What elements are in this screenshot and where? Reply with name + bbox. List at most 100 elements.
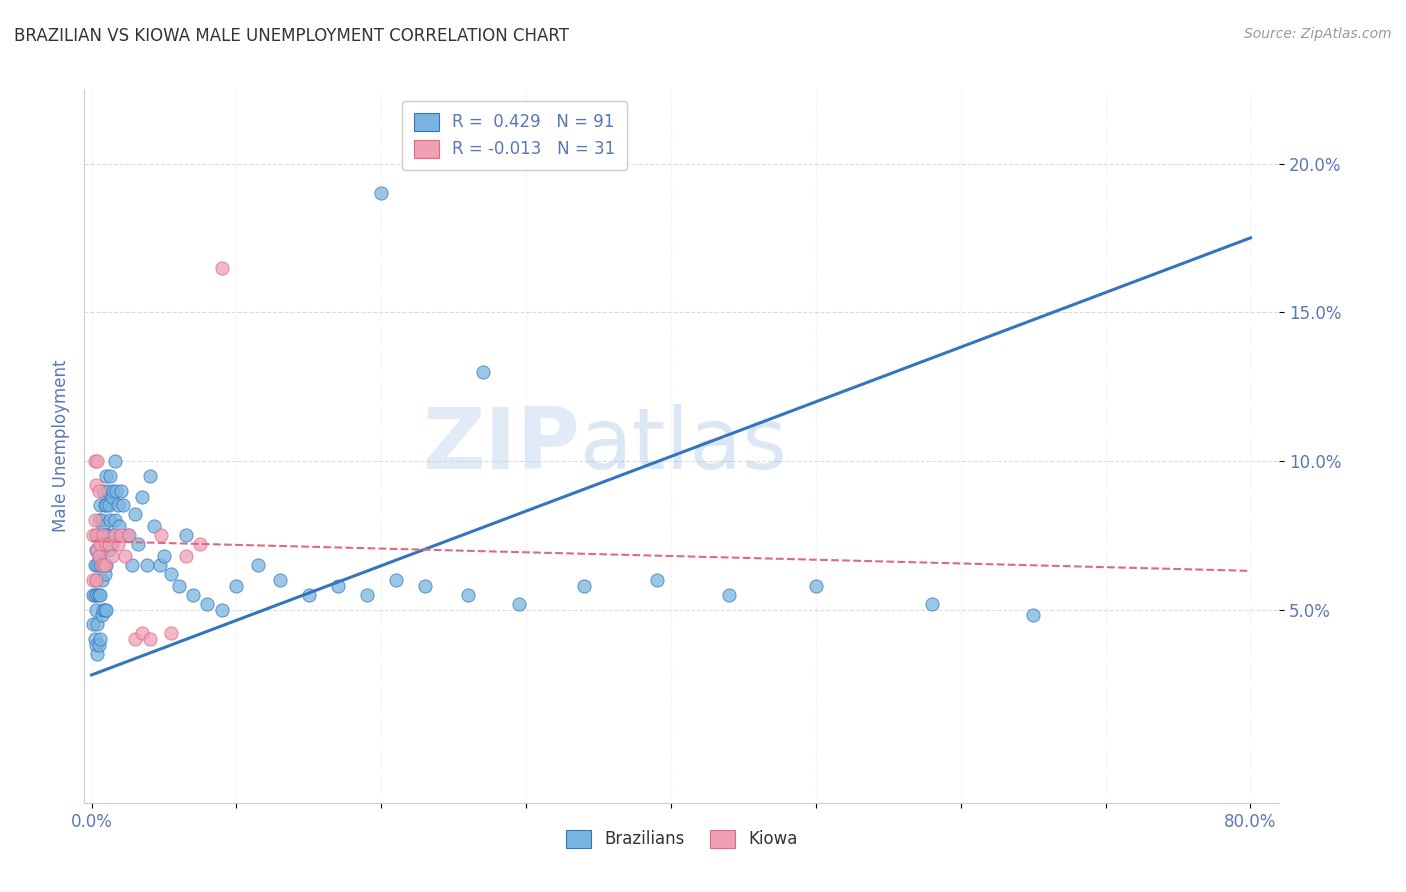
Point bbox=[87, 513, 110, 527]
Point bbox=[90, 608, 112, 623]
Legend: Brazilians, Kiowa: Brazilians, Kiowa bbox=[560, 823, 804, 855]
Point bbox=[91, 483, 114, 498]
Point bbox=[94, 499, 117, 513]
Point bbox=[118, 528, 141, 542]
Point bbox=[94, 537, 117, 551]
Point bbox=[117, 528, 139, 542]
Point bbox=[89, 528, 111, 542]
Point bbox=[83, 558, 105, 572]
Point bbox=[149, 558, 172, 572]
Point bbox=[160, 626, 183, 640]
Point bbox=[90, 573, 112, 587]
Point bbox=[98, 499, 121, 513]
Point bbox=[457, 588, 479, 602]
Point bbox=[104, 454, 127, 468]
Point bbox=[83, 588, 105, 602]
Point bbox=[89, 588, 111, 602]
Point bbox=[91, 528, 114, 542]
Point bbox=[89, 537, 111, 551]
Point bbox=[385, 573, 408, 587]
Point bbox=[87, 549, 110, 563]
Point bbox=[131, 626, 153, 640]
Point bbox=[86, 558, 108, 572]
Y-axis label: Male Unemployment: Male Unemployment bbox=[52, 359, 70, 533]
Point bbox=[87, 483, 110, 498]
Point bbox=[124, 508, 146, 522]
Point bbox=[84, 638, 107, 652]
Point bbox=[94, 528, 117, 542]
Point bbox=[124, 632, 146, 647]
Point bbox=[82, 573, 104, 587]
Point bbox=[94, 602, 117, 616]
Point bbox=[87, 588, 110, 602]
Text: atlas: atlas bbox=[581, 404, 789, 488]
Point bbox=[82, 528, 104, 542]
Point bbox=[86, 588, 108, 602]
Point bbox=[804, 579, 827, 593]
Point bbox=[110, 483, 132, 498]
Point bbox=[174, 549, 197, 563]
Point bbox=[93, 499, 115, 513]
Point bbox=[413, 579, 436, 593]
Point bbox=[153, 549, 176, 563]
Point bbox=[150, 528, 173, 542]
Point bbox=[645, 573, 668, 587]
Point bbox=[110, 528, 132, 542]
Point bbox=[112, 499, 135, 513]
Point bbox=[91, 558, 114, 572]
Point bbox=[104, 513, 127, 527]
Point bbox=[181, 588, 204, 602]
Point bbox=[142, 519, 165, 533]
Point bbox=[103, 483, 125, 498]
Point bbox=[86, 647, 108, 661]
Point bbox=[84, 602, 107, 616]
Point bbox=[101, 537, 124, 551]
Point bbox=[87, 638, 110, 652]
Point bbox=[86, 528, 108, 542]
Point bbox=[247, 558, 270, 572]
Point bbox=[100, 468, 122, 483]
Point bbox=[326, 579, 349, 593]
Text: BRAZILIAN VS KIOWA MALE UNEMPLOYMENT CORRELATION CHART: BRAZILIAN VS KIOWA MALE UNEMPLOYMENT COR… bbox=[14, 27, 569, 45]
Point bbox=[84, 477, 107, 491]
Point bbox=[131, 490, 153, 504]
Point bbox=[188, 537, 211, 551]
Point bbox=[225, 579, 247, 593]
Point bbox=[108, 519, 131, 533]
Point bbox=[83, 513, 105, 527]
Point bbox=[84, 528, 107, 542]
Point bbox=[127, 537, 149, 551]
Point bbox=[114, 549, 136, 563]
Point bbox=[94, 558, 117, 572]
Point bbox=[167, 579, 190, 593]
Point bbox=[93, 602, 115, 616]
Point bbox=[100, 513, 122, 527]
Point bbox=[121, 558, 143, 572]
Point bbox=[91, 602, 114, 616]
Point bbox=[98, 543, 121, 558]
Point bbox=[101, 490, 124, 504]
Point bbox=[197, 597, 219, 611]
Point bbox=[98, 537, 121, 551]
Point bbox=[471, 365, 494, 379]
Point bbox=[370, 186, 392, 201]
Point bbox=[86, 543, 108, 558]
Point bbox=[93, 558, 115, 572]
Point bbox=[86, 617, 108, 632]
Point bbox=[83, 454, 105, 468]
Point bbox=[82, 588, 104, 602]
Point bbox=[91, 519, 114, 533]
Point bbox=[83, 632, 105, 647]
Point bbox=[90, 543, 112, 558]
Point bbox=[107, 499, 129, 513]
Point bbox=[104, 528, 127, 542]
Point bbox=[82, 617, 104, 632]
Point bbox=[508, 597, 530, 611]
Point bbox=[86, 454, 108, 468]
Point bbox=[87, 549, 110, 563]
Point bbox=[211, 602, 233, 616]
Point bbox=[138, 468, 160, 483]
Point bbox=[138, 632, 160, 647]
Point bbox=[572, 579, 595, 593]
Point bbox=[84, 573, 107, 587]
